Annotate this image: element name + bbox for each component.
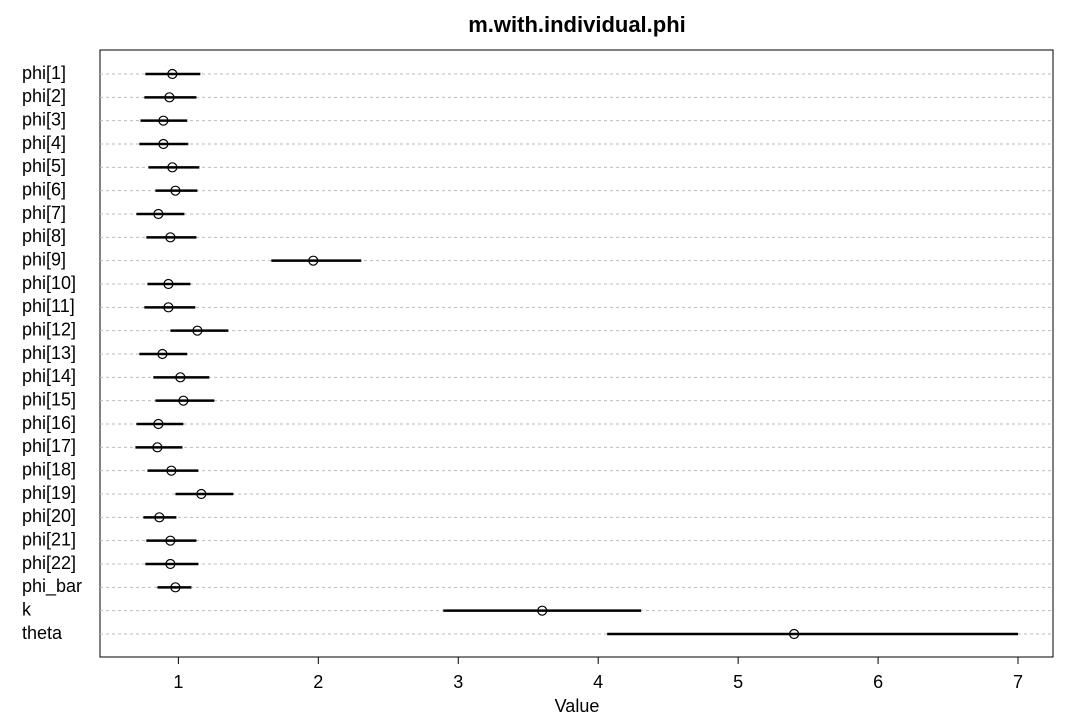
x-tick-label: 3 — [453, 672, 463, 692]
x-tick-label: 4 — [593, 672, 603, 692]
point — [165, 558, 176, 570]
point — [157, 348, 168, 360]
point — [163, 278, 174, 290]
y-category-label: theta — [22, 623, 63, 643]
x-tick-label: 2 — [313, 672, 323, 692]
y-category-label: phi[13] — [22, 343, 76, 363]
point — [192, 325, 203, 336]
point — [153, 418, 164, 430]
y-category-label: phi[7] — [22, 203, 66, 223]
y-category-label: phi[5] — [22, 156, 66, 176]
point — [158, 138, 169, 150]
point — [308, 255, 319, 266]
x-tick-label: 1 — [173, 672, 183, 692]
y-category-label: phi[3] — [22, 109, 66, 129]
y-category-label: phi[6] — [22, 179, 66, 199]
point — [170, 582, 181, 593]
y-category-label: phi[14] — [22, 366, 76, 386]
point — [152, 442, 163, 453]
y-category-label: phi_bar — [22, 576, 82, 597]
point — [164, 92, 175, 103]
y-category-label: phi[15] — [22, 389, 76, 409]
point — [167, 162, 178, 173]
y-category-label: phi[11] — [22, 296, 75, 316]
x-tick-label: 5 — [733, 672, 743, 692]
point — [163, 302, 174, 313]
y-category-label: phi[22] — [22, 553, 76, 573]
point — [158, 115, 169, 126]
y-category-label: phi[12] — [22, 319, 76, 339]
x-axis-label: Value — [555, 696, 600, 716]
y-category-label: phi[4] — [22, 133, 66, 153]
point — [165, 535, 176, 546]
y-category-label: phi[1] — [22, 63, 66, 83]
y-category-label: phi[10] — [22, 273, 76, 293]
point — [165, 232, 176, 243]
y-category-label: phi[18] — [22, 459, 76, 479]
point — [196, 488, 207, 500]
point — [153, 208, 164, 220]
y-category-label: phi[2] — [22, 86, 66, 106]
x-tick-label: 7 — [1013, 672, 1023, 692]
chart-title: m.with.individual.phi — [468, 12, 686, 37]
point — [537, 605, 548, 616]
point — [170, 185, 181, 196]
y-category-label: phi[20] — [22, 506, 76, 526]
y-category-label: phi[8] — [22, 226, 66, 246]
point — [789, 628, 800, 640]
point — [175, 372, 186, 383]
point — [154, 512, 165, 523]
y-category-label: phi[9] — [22, 249, 66, 269]
y-category-label: phi[19] — [22, 483, 76, 503]
y-category-label: k — [22, 599, 32, 619]
point — [178, 395, 189, 406]
x-tick-label: 6 — [873, 672, 883, 692]
y-category-label: phi[21] — [22, 529, 76, 549]
point — [167, 68, 178, 80]
point — [166, 465, 177, 476]
y-category-label: phi[16] — [22, 413, 76, 433]
y-category-label: phi[17] — [22, 436, 76, 456]
